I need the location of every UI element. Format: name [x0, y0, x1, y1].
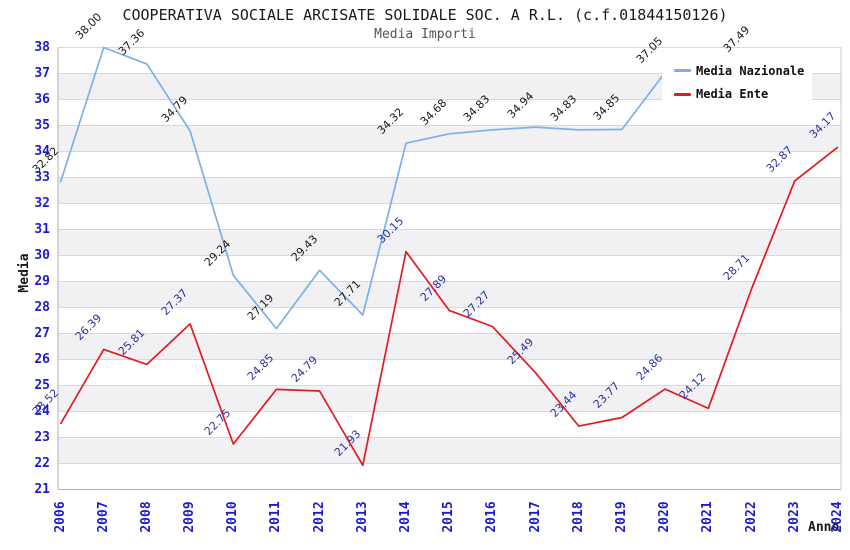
- band-row: [58, 281, 841, 308]
- band-row: [58, 125, 841, 152]
- chart-subtitle: Media Importi: [374, 27, 476, 42]
- band-row: [58, 229, 841, 256]
- band-row: [58, 437, 841, 464]
- band-row: [58, 385, 841, 412]
- legend-label-ente: Media Ente: [696, 87, 769, 102]
- chart-title: COOPERATIVA SOCIALE ARCISATE SOLIDALE SO…: [122, 6, 728, 24]
- band-row: [58, 333, 841, 360]
- legend: Media Nazionale Media Ente: [662, 57, 812, 108]
- line-swatch-nazionale-icon: [674, 69, 691, 73]
- legend-item-media-nazionale: Media Nazionale: [662, 64, 812, 78]
- series-line-media-ente: [59, 146, 839, 467]
- series-line-media-nazionale: [59, 46, 752, 330]
- legend-item-media-ente: Media Ente: [662, 87, 812, 101]
- band-row: [58, 177, 841, 204]
- legend-label-nazionale: Media Nazionale: [696, 63, 805, 78]
- x-axis-title: Anno: [808, 520, 840, 535]
- line-swatch-ente-icon: [674, 92, 691, 96]
